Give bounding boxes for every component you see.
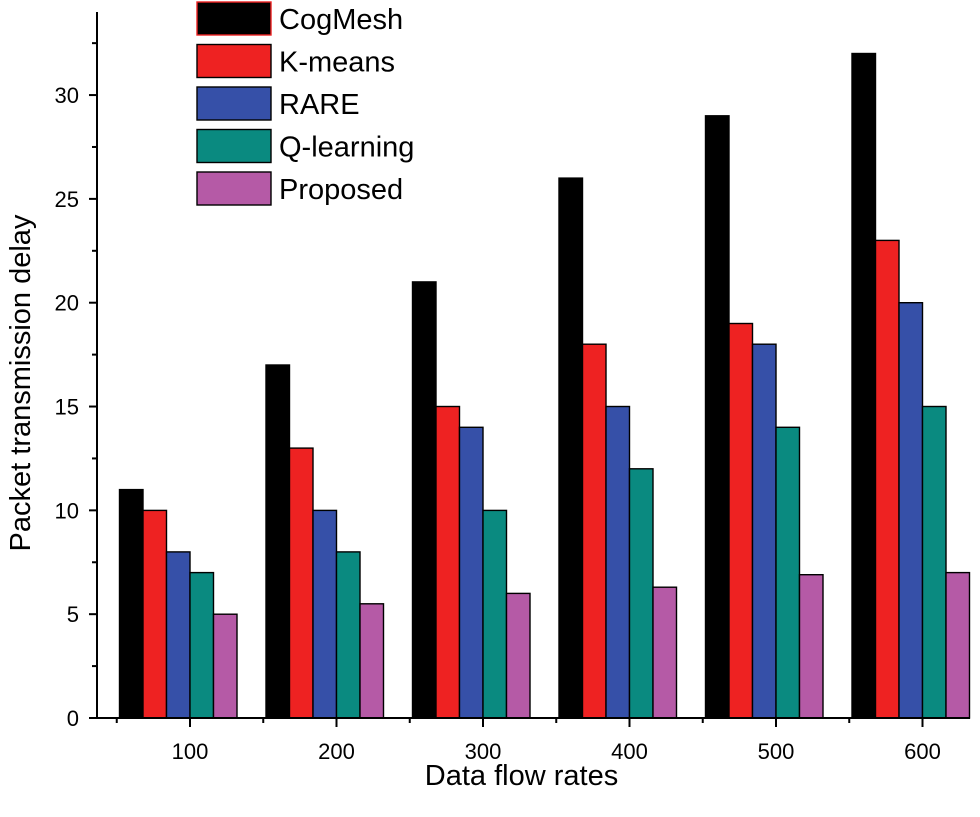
legend-label: CogMesh: [279, 4, 403, 36]
bar-q-learning-600: [921, 405, 947, 719]
bar-q-learning-200: [335, 551, 361, 719]
x-axis-ticks: 100 200 300 400 500 600: [115, 718, 941, 764]
legend-label: Q-learning: [279, 132, 414, 164]
legend-swatch-cogmesh: [196, 1, 272, 36]
y-tick-label: 5: [67, 602, 79, 627]
bar-k-means-100: [142, 509, 168, 719]
bar-proposed-300: [505, 592, 531, 719]
x-tick-label: 300: [465, 739, 502, 764]
bar-q-learning-300: [482, 509, 508, 719]
x-tick-label: 500: [758, 739, 795, 764]
legend-swatch-proposed: [196, 171, 272, 206]
x-tick-label: 400: [611, 739, 648, 764]
plot-frame: [96, 12, 970, 719]
legend-label: RARE: [279, 89, 360, 121]
y-tick-label: 25: [55, 187, 79, 212]
y-tick-label: 15: [55, 395, 79, 420]
x-tick-label: 200: [318, 739, 355, 764]
bar-rare-200: [312, 509, 338, 719]
bar-k-means-500: [728, 322, 754, 719]
bar-cogmesh-200: [265, 364, 291, 719]
bar-q-learning-100: [189, 571, 215, 719]
y-axis-title: Packet transmission delay: [5, 214, 37, 551]
legend-label: Proposed: [279, 174, 403, 206]
x-axis-title: Data flow rates: [425, 760, 618, 792]
y-tick-label: 20: [55, 291, 79, 316]
bar-q-learning-400: [628, 468, 654, 719]
bar-proposed-400: [652, 586, 678, 719]
bar-k-means-300: [435, 405, 461, 719]
bar-rare-500: [751, 343, 777, 719]
y-tick-label: 0: [67, 706, 79, 731]
x-tick-label: 100: [172, 739, 209, 764]
bar-rare-300: [458, 426, 484, 719]
bar-proposed-200: [359, 603, 385, 719]
bar-proposed-600: [945, 571, 971, 719]
bar-k-means-400: [581, 343, 607, 719]
bar-rare-100: [165, 551, 191, 719]
legend-swatch-k-means: [196, 43, 272, 79]
y-tick-label: 10: [55, 498, 79, 523]
bars-group: [118, 52, 971, 719]
y-tick-label: 30: [55, 83, 79, 108]
x-tick-label: 600: [904, 739, 941, 764]
y-axis-ticks: 0 5 10 15 20 25 30: [55, 42, 97, 731]
bar-k-means-600: [874, 239, 900, 719]
legend-swatch-rare: [196, 86, 272, 121]
bar-cogmesh-100: [118, 488, 144, 719]
legend-swatch-q-learning: [196, 128, 272, 164]
bar-cogmesh-400: [558, 177, 584, 719]
legend: CogMesh K-means RARE Q-learning Proposed: [196, 1, 414, 206]
bar-k-means-200: [288, 447, 314, 719]
bar-cogmesh-600: [851, 52, 877, 719]
bar-rare-400: [605, 405, 631, 719]
bar-proposed-100: [212, 613, 238, 719]
bar-rare-600: [898, 302, 924, 719]
legend-label: K-means: [279, 47, 395, 79]
bar-proposed-500: [798, 574, 824, 719]
bar-q-learning-500: [775, 426, 801, 719]
bar-cogmesh-500: [704, 115, 730, 719]
bar-cogmesh-300: [411, 281, 437, 719]
